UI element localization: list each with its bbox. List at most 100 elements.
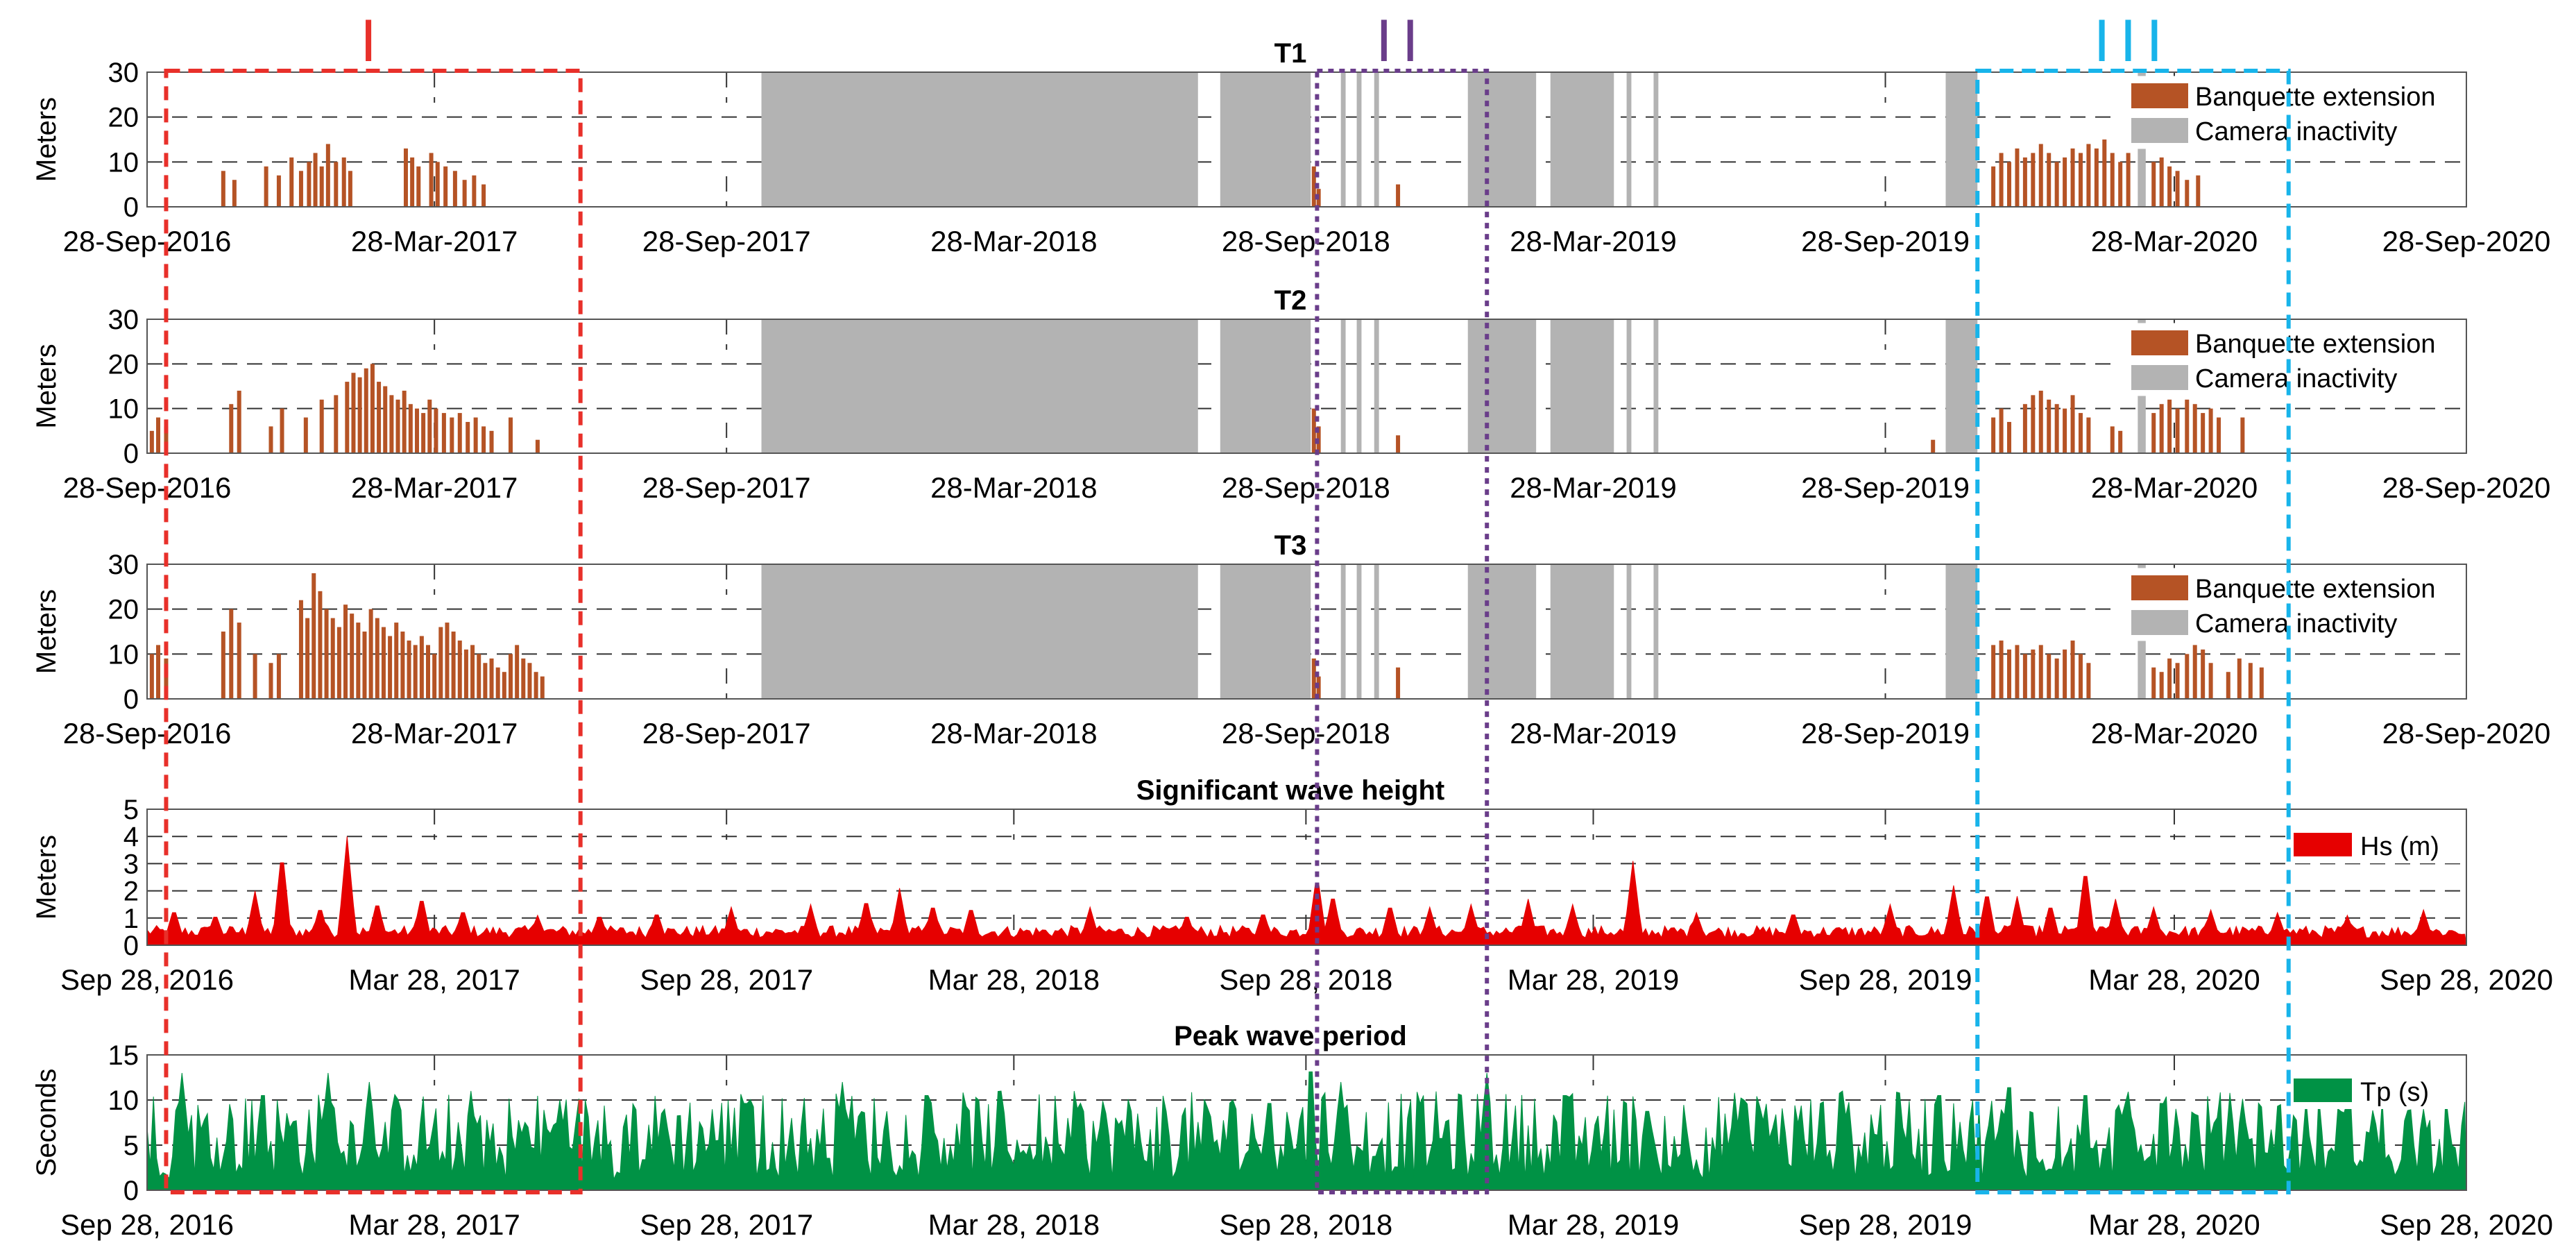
extension-bar: [2126, 153, 2131, 207]
extension-bar: [343, 604, 348, 699]
extension-bar: [237, 623, 241, 699]
x-tick-label: 28-Sep-2019: [1801, 225, 1970, 257]
extension-bar: [2185, 654, 2190, 699]
extension-bar: [413, 645, 418, 699]
inactivity-band: [761, 319, 1198, 453]
y-tick-label: 5: [123, 1131, 139, 1161]
extension-bar: [1311, 408, 1316, 453]
extension-bar: [1991, 166, 1996, 207]
x-tick-label: 28-Sep-2016: [63, 225, 232, 257]
annotation-label: II: [1376, 8, 1428, 74]
extension-bar: [2054, 404, 2059, 453]
legend-swatch-inactivity: [2131, 118, 2188, 143]
x-tick-label: 28-Sep-2020: [2382, 471, 2551, 504]
extension-bar: [2159, 672, 2164, 699]
axes-box: [146, 319, 2467, 454]
extension-bar: [2226, 672, 2230, 699]
inactivity-band: [1653, 564, 1659, 699]
y-tick-label: 30: [108, 58, 139, 88]
legend-swatch-inactivity: [2131, 365, 2188, 390]
axes-box: [146, 71, 2467, 208]
x-tick-label: Sep 28, 2017: [640, 1208, 813, 1241]
extension-bar: [330, 618, 335, 699]
x-tick-label: 28-Sep-2017: [642, 225, 811, 257]
extension-bar: [2038, 390, 2043, 453]
x-tick-label: Sep 28, 2017: [640, 963, 813, 996]
x-tick-label: 28-Mar-2018: [930, 225, 1097, 257]
extension-bar: [2151, 162, 2156, 207]
extension-bar: [307, 162, 312, 207]
inactivity-band: [1220, 319, 1311, 453]
extension-bar: [2118, 430, 2123, 453]
extension-bar: [298, 600, 303, 699]
extension-bar: [389, 395, 394, 453]
inactivity-band: [1467, 319, 1537, 453]
hs-series-area: [146, 836, 2467, 946]
extension-bar: [368, 609, 373, 699]
extension-bar: [2094, 148, 2099, 207]
extension-bar: [434, 408, 438, 453]
extension-bar: [2192, 404, 2197, 453]
inactivity-band: [1550, 319, 1614, 453]
extension-bar: [2167, 658, 2172, 699]
extension-bar: [334, 395, 339, 453]
x-tick-label: 28-Mar-2019: [1510, 471, 1676, 504]
extension-bar: [253, 654, 257, 699]
y-tick-label: 2: [123, 877, 139, 907]
x-tick-label: Mar 28, 2017: [348, 1208, 520, 1241]
x-tick-label: 28-Sep-2017: [642, 717, 811, 750]
x-tick-label: 28-Sep-2018: [1222, 717, 1390, 750]
extension-bar: [2063, 157, 2067, 207]
legend-swatch-extension: [2131, 330, 2188, 355]
extension-bar: [381, 627, 386, 699]
extension-bar: [221, 632, 225, 699]
panel-t1: 0 10 20 30 Meters 28-Sep-2016 28-Mar-2017 28-Se…: [31, 38, 2550, 257]
panel-t2: 0 10 20 30 Meters 28-Sep-2016 28-Mar-2017 28-Se…: [31, 285, 2550, 504]
x-tick-label: Sep 28, 2020: [2380, 963, 2553, 996]
extension-bar: [1396, 667, 1401, 699]
extension-bar: [2110, 426, 2115, 453]
inactivity-band: [1220, 72, 1311, 207]
extension-bar: [2054, 658, 2059, 699]
extension-bar: [375, 618, 379, 699]
y-tick-label: 20: [108, 349, 139, 380]
chart-title: Significant wave height: [1136, 775, 1445, 806]
extension-bar: [457, 640, 462, 699]
y-axis-label: Meters: [31, 589, 62, 674]
x-tick-label: 28-Sep-2020: [2382, 225, 2551, 257]
extension-bar: [473, 417, 478, 453]
extension-bar: [521, 658, 526, 699]
extension-bar: [2167, 166, 2172, 207]
y-tick-label: 0: [123, 1176, 139, 1206]
extension-bar: [149, 654, 154, 699]
inactivity-band: [1467, 564, 1537, 699]
extension-bar: [2007, 421, 2012, 453]
extension-bar: [408, 404, 413, 453]
legend-label-tp: Tp (s): [2360, 1078, 2429, 1107]
extension-bar: [438, 627, 443, 699]
x-tick-label: 28-Sep-2019: [1801, 717, 1970, 750]
extension-bar: [457, 413, 462, 453]
extension-bar: [348, 171, 352, 207]
chart-title: T3: [1274, 530, 1307, 561]
inactivity-band: [1626, 72, 1632, 207]
extension-bar: [280, 408, 284, 453]
x-tick-label: 28-Mar-2020: [2091, 225, 2258, 257]
y-axis-label: Meters: [31, 97, 62, 182]
extension-bar: [400, 632, 405, 699]
x-tick-label: Mar 28, 2018: [928, 1208, 1100, 1241]
chart-title: T2: [1274, 285, 1307, 316]
y-tick-label: 3: [123, 849, 139, 879]
x-tick-label: 28-Sep-2016: [63, 471, 232, 504]
extension-bar: [237, 390, 241, 453]
extension-bar: [502, 672, 506, 699]
extension-bar: [535, 439, 540, 453]
legend-swatch-extension: [2131, 575, 2188, 600]
x-tick-label: 28-Mar-2019: [1510, 225, 1676, 257]
extension-bar: [1999, 153, 2004, 207]
x-tick-label: 28-Sep-2019: [1801, 471, 1970, 504]
x-tick-label: 28-Mar-2018: [930, 717, 1097, 750]
extension-bar: [164, 426, 169, 453]
annotation-label: I: [360, 8, 386, 74]
